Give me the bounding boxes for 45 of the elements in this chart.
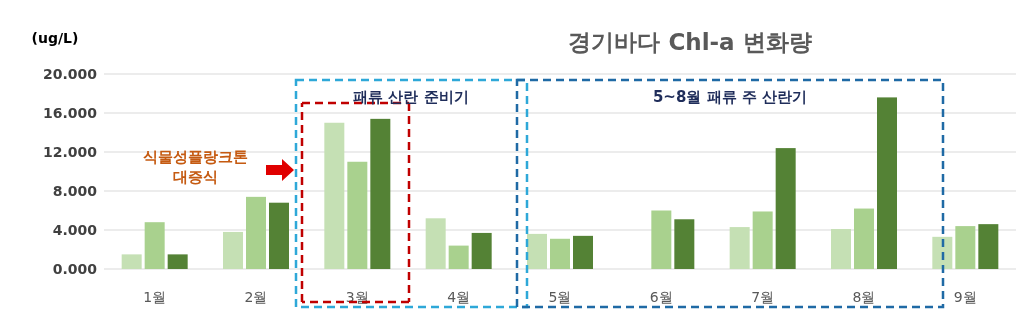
x-tick-label: 2월 (244, 289, 268, 305)
x-tick-label: 4월 (447, 289, 471, 305)
bar (370, 118, 391, 269)
x-tick-label: 5월 (548, 289, 572, 305)
annotation: 식물성플랑크톤 대증식 (142, 148, 248, 186)
bar (167, 254, 188, 269)
x-tick-label: 8월 (852, 289, 876, 305)
bar (527, 233, 547, 269)
bar (550, 238, 570, 269)
bar (854, 208, 874, 269)
y-tick-label: 12.000 (42, 144, 98, 160)
bar (831, 229, 851, 269)
y-tick-label: 16.000 (42, 105, 98, 121)
y-tick-label: 20.000 (42, 66, 98, 82)
y-axis-title: (ug/L) (31, 30, 79, 46)
annotation: 5~8월 패류 주 산란기 (652, 88, 808, 106)
bar (752, 211, 773, 269)
bar (775, 148, 796, 269)
bar (877, 97, 897, 269)
bar (121, 254, 142, 269)
bar (978, 224, 999, 269)
bar (347, 161, 368, 269)
bar (932, 236, 953, 269)
bar (223, 231, 243, 269)
x-tick-label: 1월 (143, 289, 167, 305)
bar (651, 210, 672, 269)
annotation: 패류 산란 준비기 (353, 88, 469, 106)
bar (269, 202, 289, 269)
bar (324, 122, 345, 269)
x-tick-label: 9월 (953, 289, 977, 305)
bar (955, 226, 976, 269)
y-tick-label: 0.000 (52, 261, 98, 277)
bar (471, 232, 492, 269)
chart-title: 경기바다 Chl-a 변화량 (568, 29, 812, 55)
bar (674, 219, 695, 269)
y-tick-label: 4.000 (52, 222, 98, 238)
bar (573, 235, 593, 269)
bar (729, 227, 750, 269)
x-tick-label: 7월 (751, 289, 775, 305)
x-tick-label: 6월 (649, 289, 673, 305)
bar (246, 196, 266, 269)
bar (448, 245, 469, 269)
bar (144, 222, 165, 269)
y-tick-label: 8.000 (52, 183, 98, 199)
bar (425, 218, 446, 269)
